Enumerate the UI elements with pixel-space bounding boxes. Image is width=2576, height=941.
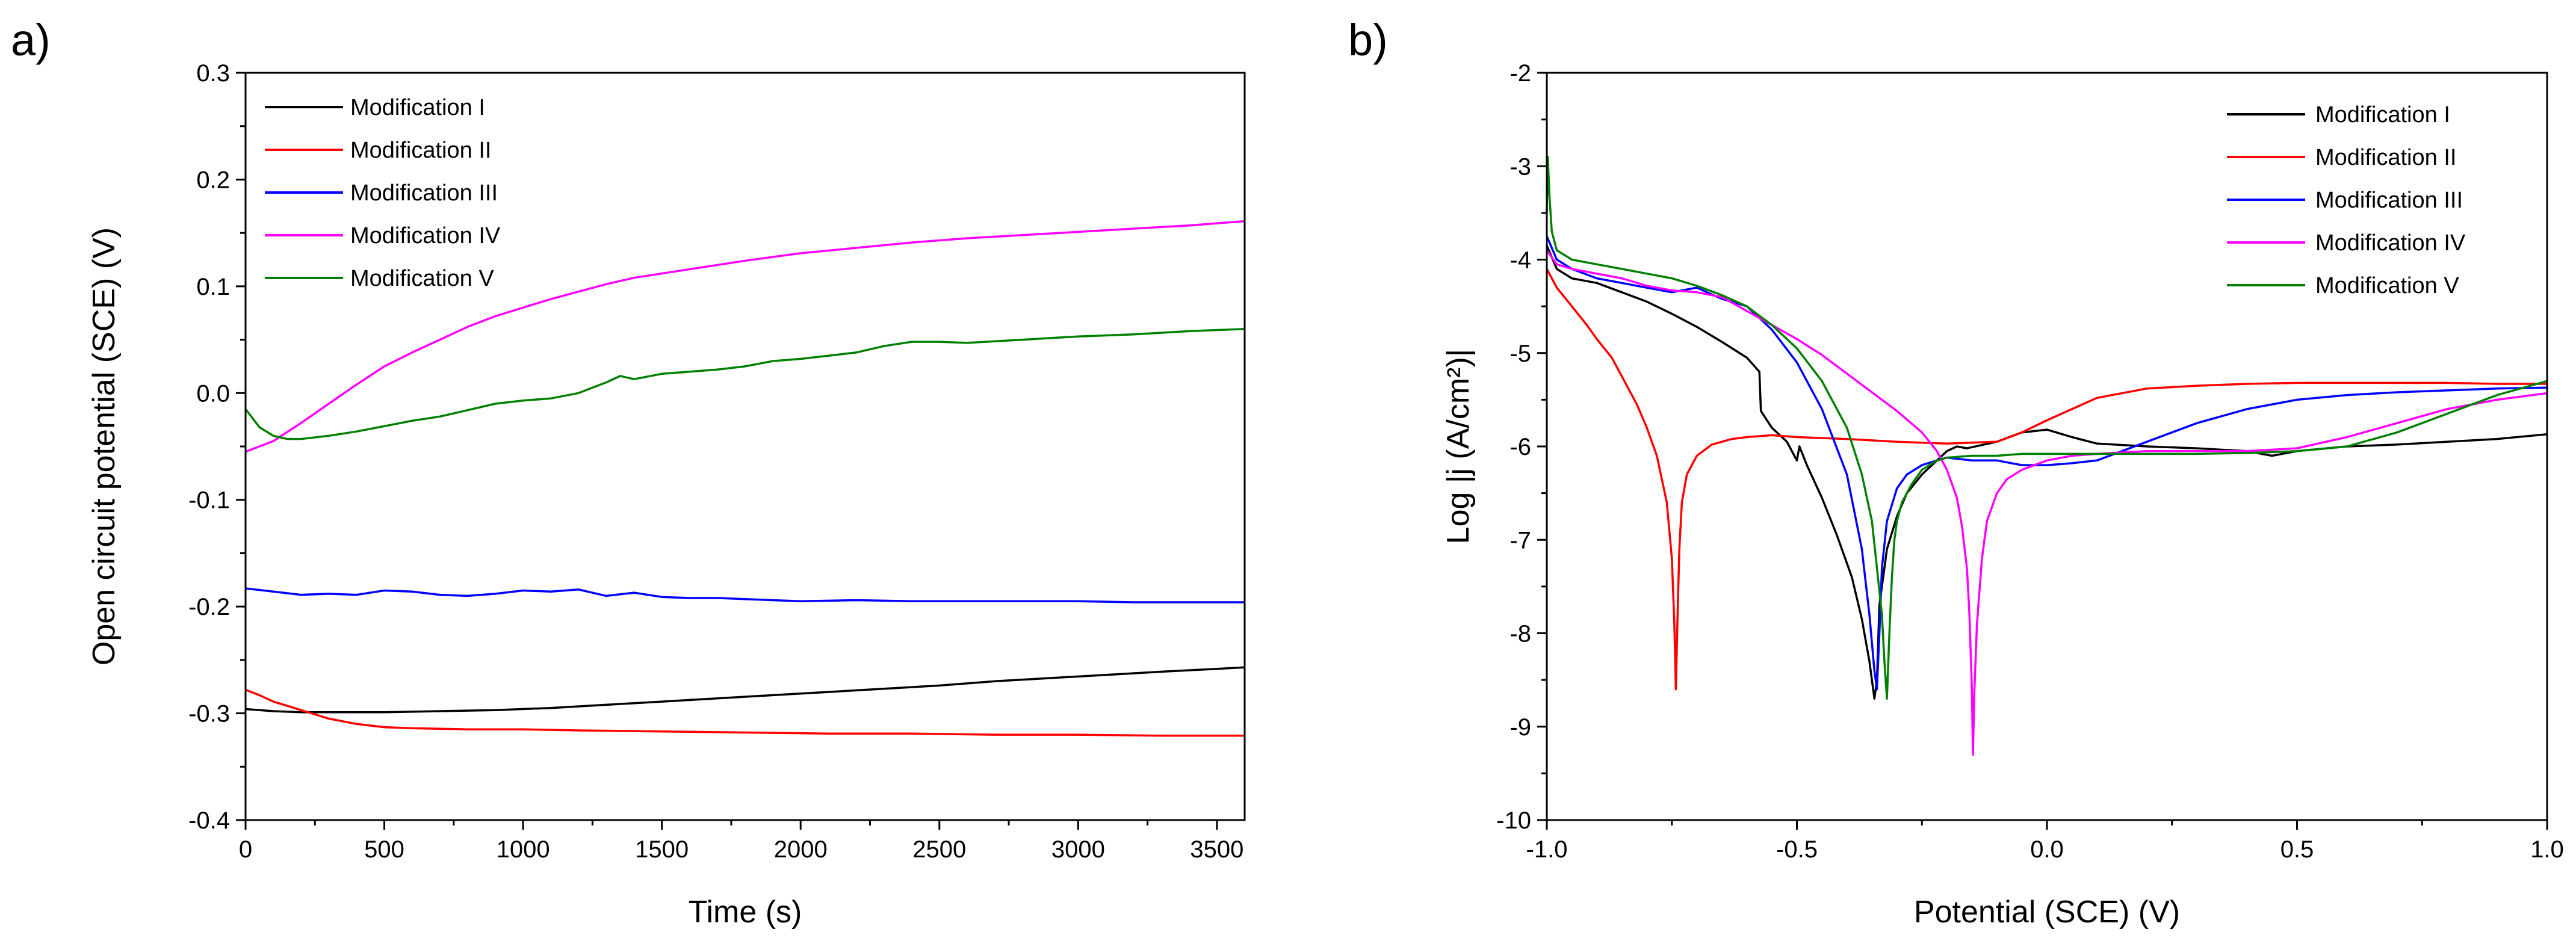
panel-b-plot-frame [1546, 72, 2548, 821]
legend-entry: Modification II [2315, 145, 2456, 170]
series-line-modification-i [1546, 245, 2548, 700]
y-tick-label: -7 [1509, 527, 1531, 554]
legend-entry: Modification V [2315, 273, 2459, 298]
x-tick-label: 1500 [635, 836, 689, 863]
legend-entry: Modification II [350, 138, 491, 163]
y-tick-label: -0.1 [188, 487, 230, 514]
legend-entry: Modification V [350, 266, 494, 291]
panel-b-chart: b) -1.0 -0.5 0.0 0.5 1.0 -10 -9 -8 -7 -6 -5 -4 -3 -2… [1348, 15, 2564, 930]
x-tick-label: 1.0 [2530, 836, 2564, 863]
y-tick-label: 0.3 [196, 60, 230, 87]
panel-b-legend: Modification I Modification II Modificatio… [2227, 102, 2466, 298]
legend-entry: Modification III [2315, 188, 2463, 213]
panel-b-label: b) [1348, 15, 1388, 65]
y-tick-label: -8 [1509, 621, 1531, 647]
y-tick-label: -5 [1509, 341, 1531, 367]
y-tick-label: -4 [1509, 247, 1531, 274]
y-tick-label: -3 [1509, 153, 1531, 180]
panel-a-chart: a) 0 500 1000 1500 2000 2500 3000 3500 -0.4 -0.3… [11, 15, 1246, 930]
series-line-modification-v [244, 328, 1245, 440]
series-line-modification-iv [245, 220, 1245, 453]
x-tick-label: 1000 [497, 836, 550, 863]
legend-entry: Modification IV [2315, 230, 2466, 256]
series-line-modification-iii [1546, 236, 2548, 691]
x-tick-label: 3500 [1190, 836, 1243, 863]
x-tick-label: -1.0 [1526, 836, 1568, 863]
panel-a-series-group [244, 220, 1245, 737]
y-tick-label: -2 [1509, 60, 1531, 87]
panel-b-y-axis: -10 -9 -8 -7 -6 -5 -4 -3 -2 [1496, 60, 1547, 834]
series-line-modification-i [245, 666, 1245, 714]
series-line-modification-ii [1546, 268, 2547, 691]
x-tick-label: 0.0 [2030, 836, 2064, 863]
legend-entry: Modification I [350, 95, 485, 120]
panel-b-y-axis-label: Log |j (A/cm²)| [1441, 349, 1476, 545]
panel-a-label: a) [11, 15, 51, 65]
panel-a-y-axis: -0.4 -0.3 -0.2 -0.1 0.0 0.1 0.2 0.3 [188, 60, 246, 834]
y-tick-label: -0.3 [188, 701, 230, 727]
x-tick-label: 500 [364, 836, 404, 863]
y-tick-label: 0.0 [196, 380, 230, 407]
legend-entry: Modification I [2315, 102, 2450, 128]
x-tick-label: 0.5 [2280, 836, 2314, 863]
y-tick-label: -10 [1496, 807, 1531, 834]
x-tick-label: -0.5 [1776, 836, 1818, 863]
legend-entry: Modification IV [350, 223, 501, 248]
panel-a-y-axis-label: Open circuit potential (SCE) (V) [87, 227, 122, 665]
y-tick-label: 0.2 [196, 167, 230, 193]
x-tick-label: 3000 [1051, 836, 1105, 863]
y-tick-label: -0.2 [188, 594, 230, 620]
x-tick-label: 2000 [774, 836, 828, 863]
series-line-modification-ii [245, 688, 1245, 737]
series-line-modification-iii [245, 587, 1245, 603]
panel-a-x-axis: 0 500 1000 1500 2000 2500 3000 3500 [239, 820, 1243, 863]
y-tick-label: -6 [1509, 434, 1531, 460]
panel-b-x-axis-label: Potential (SCE) (V) [1914, 895, 2180, 930]
y-tick-label: -9 [1509, 714, 1531, 741]
x-tick-label: 0 [239, 836, 252, 863]
panel-a-x-axis-label: Time (s) [689, 895, 802, 930]
y-tick-label: 0.1 [196, 274, 230, 300]
panel-b-x-axis: -1.0 -0.5 0.0 0.5 1.0 [1526, 820, 2564, 863]
panel-a-legend: Modification I Modification II Modificatio… [265, 95, 501, 291]
y-tick-label: -0.4 [188, 807, 230, 834]
legend-entry: Modification III [350, 180, 498, 206]
x-tick-label: 2500 [912, 836, 966, 863]
series-line-modification-v [1546, 155, 2548, 700]
panel-b-series-group [1546, 155, 2548, 756]
series-line-modification-iv [1546, 249, 2548, 756]
